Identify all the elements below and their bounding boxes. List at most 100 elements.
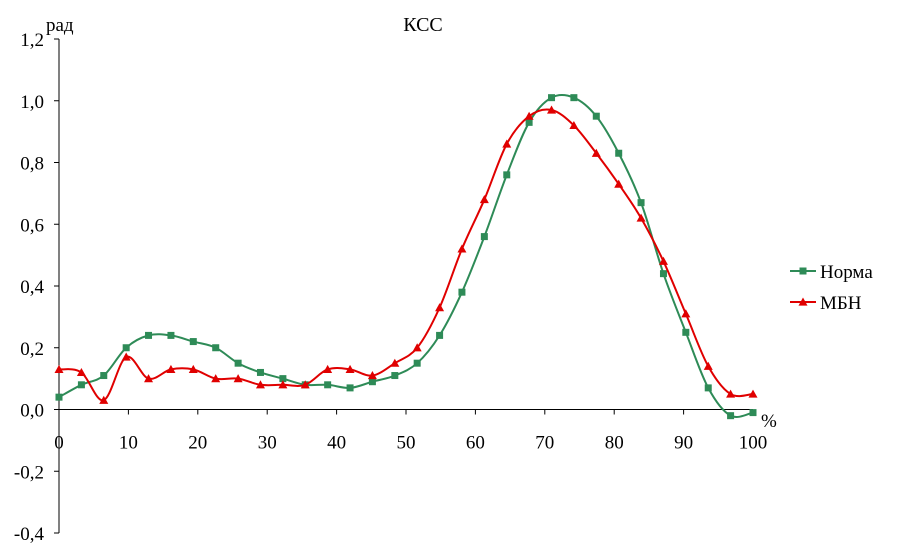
y-tick-label: 1,0 xyxy=(20,92,44,113)
x-tick-label: 80 xyxy=(605,433,624,454)
data-point xyxy=(457,244,467,253)
data-point xyxy=(324,381,332,389)
data-point xyxy=(548,94,556,102)
data-point xyxy=(458,288,466,296)
data-point xyxy=(502,139,512,148)
data-point xyxy=(255,380,265,389)
data-point xyxy=(412,343,422,352)
data-point xyxy=(367,371,377,380)
legend: Норма МБН xyxy=(790,262,873,314)
data-point xyxy=(637,199,645,207)
y-tick-label: 0,4 xyxy=(20,277,44,298)
x-tick-label: 20 xyxy=(188,433,207,454)
y-tick-label: -0,2 xyxy=(14,462,44,483)
x-tick-label: 10 xyxy=(119,433,138,454)
data-point xyxy=(569,120,579,130)
y-tick-label: 1,2 xyxy=(20,30,44,51)
x-tick-label: 90 xyxy=(674,433,693,454)
data-point xyxy=(748,389,758,398)
data-point xyxy=(211,374,221,383)
data-point xyxy=(636,213,646,222)
data-point xyxy=(503,171,511,179)
axes: -0,4 -0,2 0,0 0,2 0,4 0,6 0,8 1,0 1,2 0 10 20 30 40 50… xyxy=(14,30,767,545)
data-point xyxy=(55,393,63,401)
data-point xyxy=(144,374,154,383)
chart-title: КСС xyxy=(403,14,443,36)
data-point xyxy=(591,148,601,157)
data-point xyxy=(658,256,668,265)
x-tick-label: 40 xyxy=(327,433,346,454)
series-0 xyxy=(55,93,757,420)
x-tick-label: 60 xyxy=(466,433,485,454)
data-point xyxy=(233,374,243,383)
series-1 xyxy=(54,105,758,404)
x-tick-label: 70 xyxy=(535,433,554,454)
data-point xyxy=(368,378,376,386)
data-point xyxy=(479,195,489,204)
data-point xyxy=(525,118,533,126)
data-point xyxy=(323,364,333,373)
data-point xyxy=(166,364,176,373)
x-tick-label: 50 xyxy=(397,433,416,454)
data-point xyxy=(480,233,488,241)
x-tick-label: 100 xyxy=(739,433,768,454)
data-point xyxy=(749,409,757,417)
data-point xyxy=(345,364,355,373)
data-point xyxy=(279,375,287,383)
data-point xyxy=(703,361,713,370)
data-point xyxy=(122,344,130,352)
data-point xyxy=(614,179,624,188)
data-point xyxy=(256,368,264,376)
data-point xyxy=(278,380,288,389)
data-point xyxy=(682,328,690,336)
legend-label: Норма xyxy=(820,262,873,283)
y-tick-label: 0,6 xyxy=(20,215,44,236)
data-point xyxy=(704,384,712,392)
data-point xyxy=(391,372,399,380)
data-point xyxy=(167,331,175,339)
data-point xyxy=(435,303,445,312)
data-point xyxy=(145,331,153,339)
data-point xyxy=(54,364,64,373)
data-point xyxy=(76,367,86,377)
series-line xyxy=(58,93,754,418)
y-tick-label: 0,0 xyxy=(20,401,44,422)
data-point xyxy=(234,359,242,367)
y-tick-label: -0,4 xyxy=(14,524,45,545)
data-point xyxy=(726,389,736,398)
data-point xyxy=(659,270,667,278)
data-point xyxy=(99,395,109,404)
data-point xyxy=(615,149,623,157)
data-point xyxy=(592,112,600,120)
legend-item: МБН xyxy=(790,293,862,314)
data-point xyxy=(570,94,578,102)
data-point xyxy=(727,412,735,420)
data-point xyxy=(681,309,691,318)
data-point xyxy=(188,364,198,373)
data-point xyxy=(346,384,354,392)
x-tick-label: 30 xyxy=(258,433,277,454)
x-axis-label: % xyxy=(761,411,777,432)
data-point xyxy=(547,105,557,114)
x-tick-label: 0 xyxy=(54,433,64,454)
y-axis-label: рад xyxy=(46,15,74,36)
data-point xyxy=(436,331,444,339)
data-point xyxy=(212,344,220,352)
legend-item: Норма xyxy=(790,262,873,283)
y-tick-label: 0,2 xyxy=(20,339,44,360)
legend-marker xyxy=(799,267,807,275)
y-tick-label: 0,8 xyxy=(20,154,44,175)
series-line xyxy=(58,108,754,402)
data-point xyxy=(390,358,400,367)
data-point xyxy=(121,352,131,361)
data-point xyxy=(413,359,421,367)
data-point xyxy=(77,381,85,389)
legend-marker xyxy=(798,297,808,306)
data-point xyxy=(100,372,108,380)
series-layer xyxy=(54,93,758,420)
legend-label: МБН xyxy=(820,293,862,314)
data-point xyxy=(189,338,197,346)
data-point xyxy=(524,111,534,120)
data-point xyxy=(300,380,310,389)
